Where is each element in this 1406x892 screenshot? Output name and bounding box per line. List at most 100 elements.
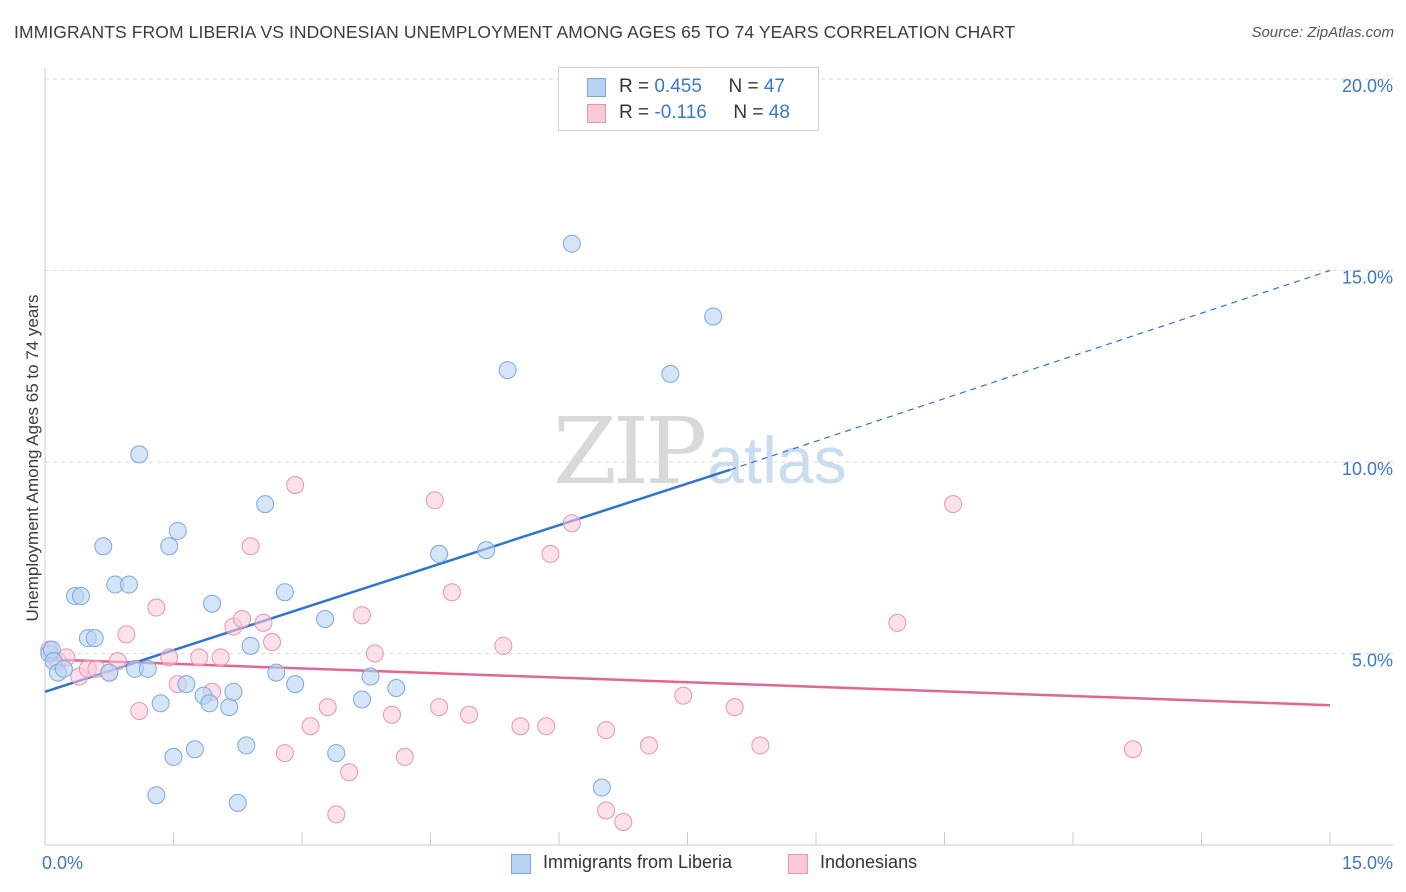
data-point-liberia xyxy=(130,445,149,464)
data-point-indonesians xyxy=(395,747,414,766)
tick-labels: 5.0% 10.0% 15.0% 20.0% 0.0% 15.0% xyxy=(42,76,1393,873)
legend-n-label: N = xyxy=(728,76,764,97)
data-point-indonesians xyxy=(614,813,633,832)
data-point-indonesians xyxy=(511,717,530,736)
data-point-liberia xyxy=(147,786,166,805)
legend-swatch-pink xyxy=(587,104,606,123)
trend-line-liberia xyxy=(44,269,1331,693)
data-point-indonesians xyxy=(494,636,513,655)
series-legend: Immigrants from Liberia Indonesians xyxy=(0,852,1406,878)
data-point-indonesians xyxy=(541,544,560,563)
grid-lines xyxy=(45,78,1393,654)
data-point-indonesians xyxy=(190,648,209,667)
data-point-indonesians xyxy=(117,625,136,644)
y-axis-label: Unemployment Among Ages 65 to 74 years xyxy=(23,294,42,622)
legend-r-label: R = xyxy=(619,76,655,97)
x-tick-marks xyxy=(44,832,1331,845)
data-point-liberia xyxy=(286,675,305,694)
data-point-liberia xyxy=(200,694,219,713)
legend-n-label: N = xyxy=(733,102,769,123)
data-point-indonesians xyxy=(340,763,359,782)
axes xyxy=(44,68,1393,846)
data-point-liberia xyxy=(94,537,113,556)
data-point-liberia xyxy=(267,663,286,682)
data-point-indonesians xyxy=(275,744,294,763)
data-point-liberia xyxy=(203,594,222,613)
trend-line-solid xyxy=(44,657,1331,707)
data-point-indonesians xyxy=(254,613,273,632)
data-point-indonesians xyxy=(944,495,963,514)
y-tick-label: 10.0% xyxy=(1342,459,1393,479)
data-point-liberia xyxy=(71,587,90,606)
data-point-liberia xyxy=(85,629,104,648)
data-point-liberia xyxy=(562,234,581,253)
legend-swatch-pink xyxy=(788,854,808,874)
data-point-indonesians xyxy=(597,801,616,820)
x-tick-label-min: 0.0% xyxy=(42,853,83,873)
legend-swatch-blue xyxy=(511,854,531,874)
data-point-liberia xyxy=(704,307,723,326)
data-point-liberia xyxy=(477,541,496,560)
data-point-liberia xyxy=(256,495,275,514)
legend-r-value: -0.116 xyxy=(654,102,707,123)
legend-r-value: 0.455 xyxy=(654,76,702,97)
data-point-indonesians xyxy=(263,633,282,652)
data-point-liberia xyxy=(661,364,680,383)
data-point-liberia xyxy=(100,663,119,682)
data-point-liberia xyxy=(224,682,243,701)
data-point-liberia xyxy=(185,740,204,759)
data-point-indonesians xyxy=(160,648,179,667)
legend-label-liberia: Immigrants from Liberia xyxy=(543,852,733,872)
correlation-legend: R = 0.455 N = 47 R = -0.116 N = 48 xyxy=(558,67,819,131)
legend-n-value: 47 xyxy=(763,76,785,97)
data-point-indonesians xyxy=(751,736,770,755)
data-point-liberia xyxy=(138,659,157,678)
trend-line-dashed xyxy=(730,269,1331,471)
data-point-liberia xyxy=(151,694,170,713)
data-point-liberia xyxy=(275,583,294,602)
watermark-zip: ZIP xyxy=(553,398,707,505)
data-point-liberia xyxy=(177,675,196,694)
legend-label-indonesians: Indonesians xyxy=(820,852,918,872)
data-point-liberia xyxy=(352,690,371,709)
data-point-indonesians xyxy=(537,717,556,736)
data-point-liberia xyxy=(327,744,346,763)
data-point-indonesians xyxy=(562,514,581,533)
data-point-liberia xyxy=(237,736,256,755)
data-point-liberia xyxy=(387,678,406,697)
data-point-liberia xyxy=(592,778,611,797)
data-point-indonesians xyxy=(241,537,260,556)
data-point-indonesians xyxy=(639,736,658,755)
data-point-indonesians xyxy=(365,644,384,663)
legend-n-value: 48 xyxy=(768,102,790,123)
data-point-indonesians xyxy=(327,805,346,824)
chart-source: Source: ZipAtlas.com xyxy=(1251,24,1394,41)
data-point-indonesians xyxy=(1123,740,1142,759)
data-point-indonesians xyxy=(674,686,693,705)
data-point-indonesians xyxy=(318,698,337,717)
data-point-indonesians xyxy=(460,705,479,724)
data-point-indonesians xyxy=(888,613,907,632)
data-point-indonesians xyxy=(286,475,305,494)
data-point-indonesians xyxy=(597,721,616,740)
points-indonesians xyxy=(40,475,1142,832)
trend-line-indonesians xyxy=(44,657,1331,707)
data-point-indonesians xyxy=(147,598,166,617)
watermark-atlas: atlas xyxy=(707,423,847,497)
watermark: ZIPatlas xyxy=(553,398,847,505)
data-point-liberia xyxy=(119,575,138,594)
data-point-liberia xyxy=(160,537,179,556)
data-point-liberia xyxy=(361,667,380,686)
data-point-liberia xyxy=(54,659,73,678)
y-tick-label: 5.0% xyxy=(1352,651,1393,671)
chart-title: IMMIGRANTS FROM LIBERIA VS INDONESIAN UN… xyxy=(14,22,1016,42)
legend-swatch-blue xyxy=(587,78,606,97)
data-point-liberia xyxy=(228,793,247,812)
data-point-liberia xyxy=(220,698,239,717)
y-tick-label: 15.0% xyxy=(1342,268,1393,288)
y-tick-label: 20.0% xyxy=(1342,76,1393,96)
data-point-indonesians xyxy=(130,701,149,720)
data-point-indonesians xyxy=(233,610,252,629)
data-point-indonesians xyxy=(382,705,401,724)
